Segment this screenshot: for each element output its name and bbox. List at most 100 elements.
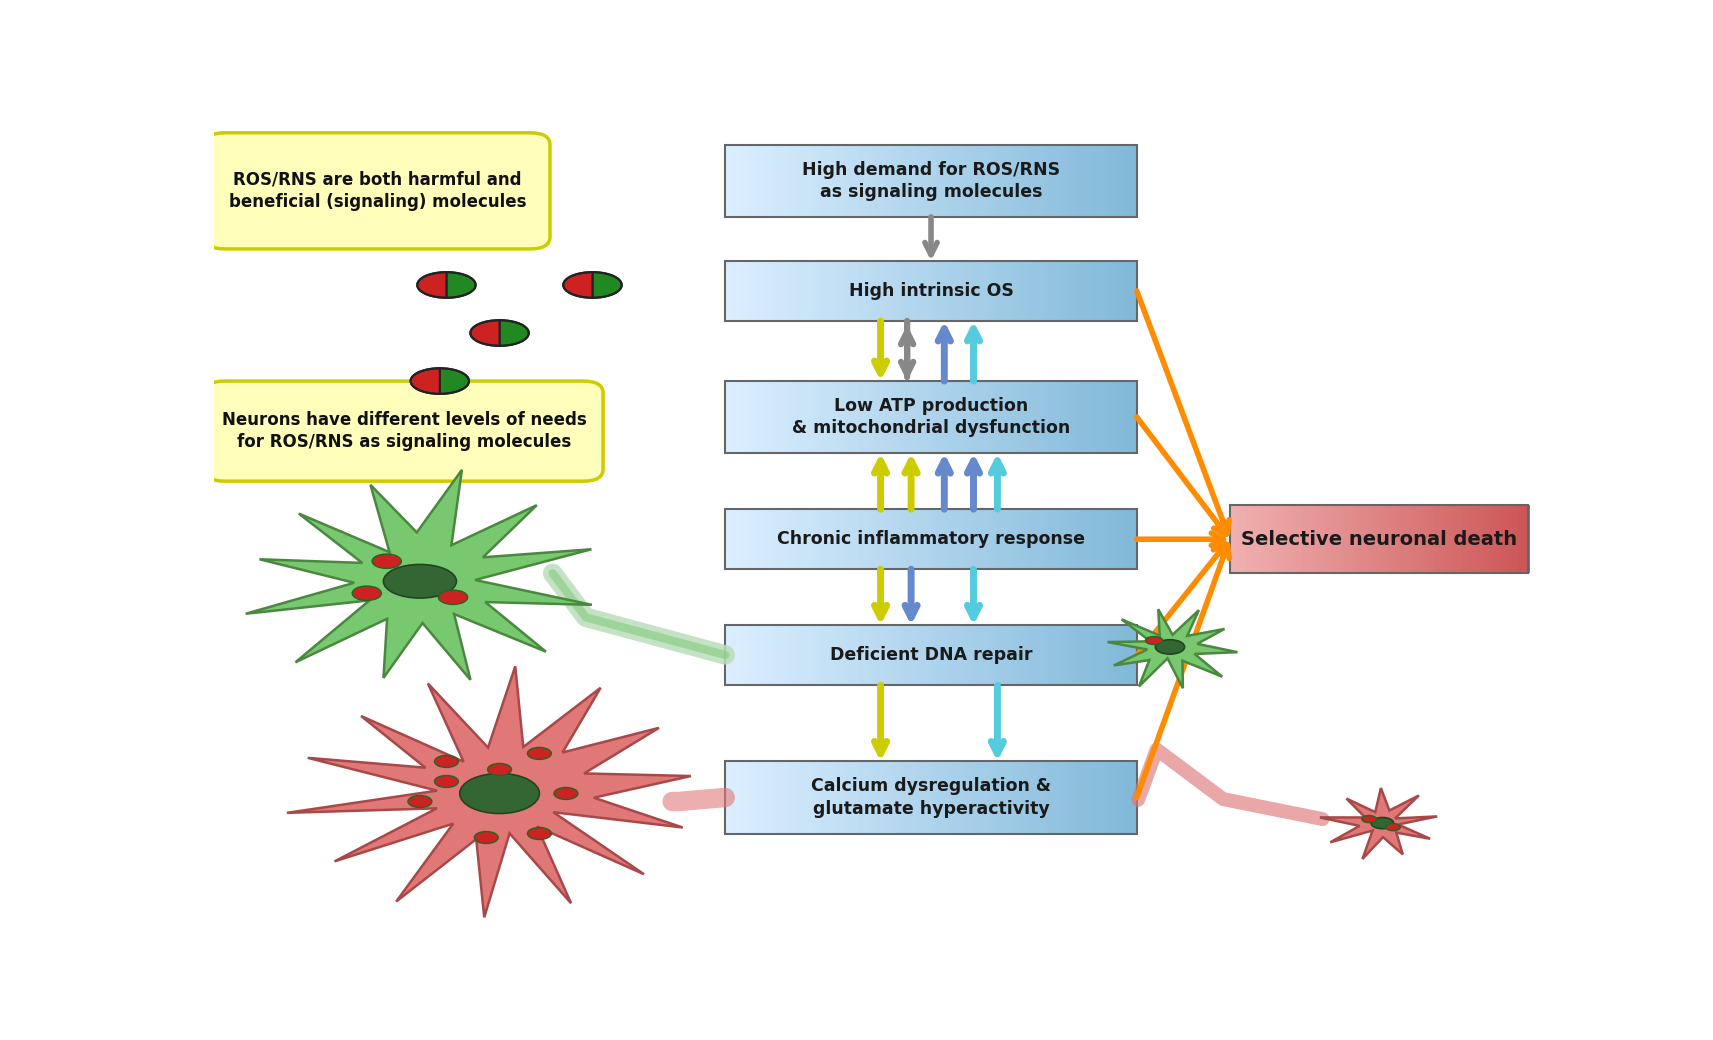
Bar [1030,261,1035,321]
Bar [761,761,767,833]
Bar [761,510,767,569]
Bar [735,761,742,833]
Bar [1076,625,1081,685]
Bar [1014,145,1019,217]
Bar [771,261,778,321]
Bar [1391,505,1396,573]
Bar [725,761,731,833]
Bar [920,510,927,569]
Bar [868,761,875,833]
Bar [1521,505,1526,573]
Bar [1055,510,1060,569]
Bar [802,381,809,453]
Bar [1086,381,1091,453]
Bar [994,261,999,321]
Ellipse shape [408,796,432,807]
Ellipse shape [384,565,456,598]
Bar [963,261,968,321]
Bar [1127,381,1132,453]
Bar [1009,625,1014,685]
Bar [755,510,762,569]
Bar [838,381,845,453]
Bar [884,381,891,453]
Bar [740,145,747,217]
Ellipse shape [553,787,577,800]
Bar [1009,145,1014,217]
Bar [838,761,845,833]
Bar [771,510,778,569]
Bar [889,261,896,321]
Bar [848,761,855,833]
Bar [925,625,932,685]
Bar [1293,505,1298,573]
Bar [843,625,850,685]
Bar [1050,625,1055,685]
Bar [776,625,783,685]
Bar [999,261,1004,321]
Bar [947,145,952,217]
Bar [766,625,773,685]
Bar [910,761,916,833]
Bar [1345,505,1350,573]
Text: High intrinsic OS: High intrinsic OS [848,282,1014,300]
Bar [1076,145,1081,217]
Bar [786,510,793,569]
Bar [822,625,829,685]
Bar [1249,505,1254,573]
Bar [1096,761,1101,833]
Bar [1514,505,1518,573]
Bar [1480,505,1485,573]
Bar [988,145,994,217]
Bar [781,381,788,453]
Ellipse shape [1370,817,1394,829]
Bar [791,381,798,453]
Bar [1369,505,1372,573]
Bar [1252,505,1257,573]
Bar [833,381,839,453]
Bar [1435,505,1441,573]
Bar [973,761,978,833]
Bar [1030,381,1035,453]
Bar [735,625,742,685]
Bar [1024,261,1030,321]
Ellipse shape [435,755,459,768]
Bar [853,625,860,685]
Bar [925,381,932,453]
Bar [1065,761,1071,833]
Bar [1483,505,1489,573]
Bar [1004,510,1009,569]
Bar [1081,761,1086,833]
Bar [1334,505,1340,573]
Bar [1060,145,1065,217]
Bar [915,625,922,685]
Ellipse shape [528,828,552,839]
Bar [899,381,906,453]
Bar [1312,505,1317,573]
Bar [1262,505,1268,573]
Bar [932,510,937,569]
Bar [994,510,999,569]
Bar [999,145,1004,217]
Bar [1004,145,1009,217]
Bar [1297,505,1302,573]
Bar [1132,625,1137,685]
Bar [1107,381,1112,453]
Bar [817,625,824,685]
Bar [807,625,814,685]
Bar [848,625,855,685]
Bar [1122,510,1127,569]
Bar [1101,510,1107,569]
Bar [863,381,870,453]
Bar [755,381,762,453]
Bar [776,145,783,217]
Bar [863,145,870,217]
Bar [983,510,988,569]
Bar [1112,761,1117,833]
Bar [1065,381,1071,453]
Bar [963,381,968,453]
Bar [1004,761,1009,833]
Bar [958,145,963,217]
Bar [812,761,819,833]
Bar [1117,261,1122,321]
Bar [1019,625,1024,685]
